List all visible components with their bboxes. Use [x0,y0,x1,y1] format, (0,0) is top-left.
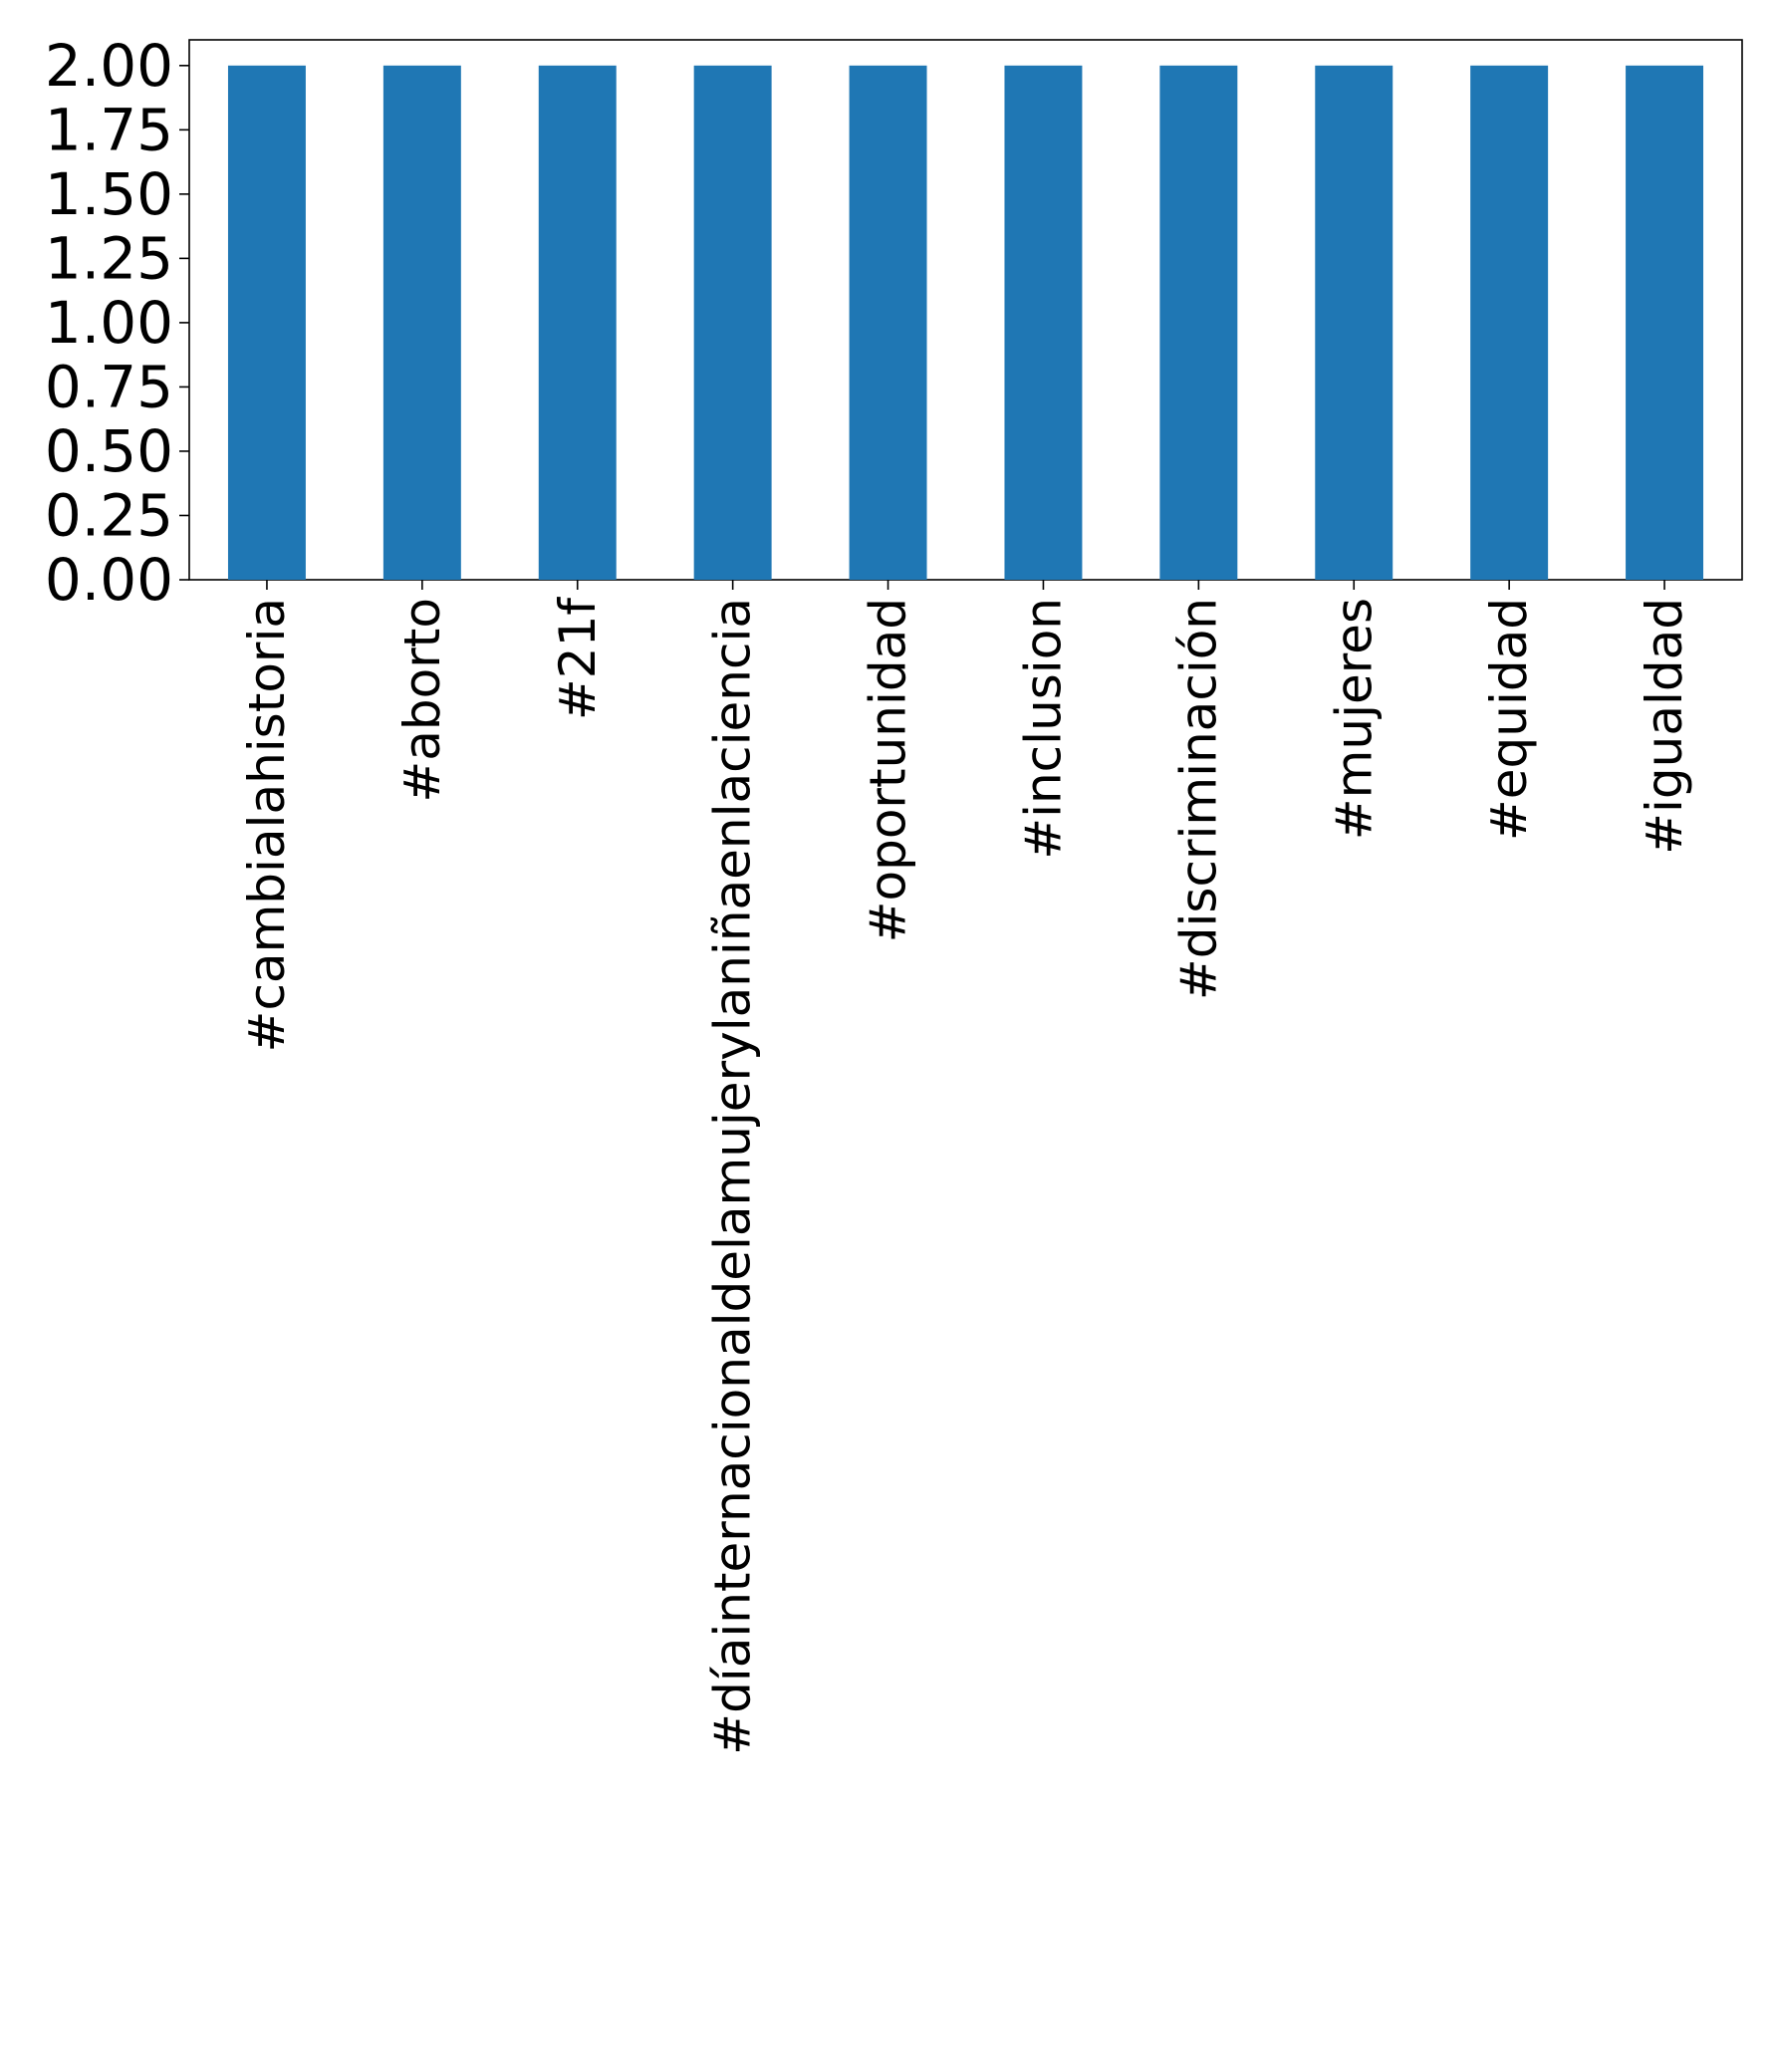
bar-5 [1004,65,1083,580]
x-tick-label-6: #discriminación [1169,598,1227,1000]
y-tick-label-2: 0.50 [45,417,173,485]
x-tick-label-4: #oportunidad [860,598,917,942]
x-tick-label-9: #igualdad [1636,598,1693,855]
x-tick-label-0: #cambialahistoria [238,598,296,1052]
bar-3 [693,65,772,580]
x-axis: #cambialahistoria #aborto #21f #díainternac… [238,580,1693,1755]
x-tick-label-5: #inclusion [1014,598,1072,860]
y-tick-label-7: 1.75 [45,96,173,163]
bar-1 [382,65,461,580]
y-axis: 0.000.250.500.751.001.251.501.752.00 [45,32,189,614]
y-tick-label-6: 1.50 [45,160,173,228]
bar-6 [1159,65,1238,580]
bar-7 [1315,65,1393,580]
x-tick-label-7: #mujeres [1325,598,1383,840]
plot-area [188,39,1743,581]
x-tick-label-8: #equidad [1480,598,1538,841]
bar-series [227,65,1704,580]
bar-0 [227,65,306,580]
bar-9 [1626,65,1704,580]
y-tick-label-4: 1.00 [45,289,173,357]
x-tick-label-2: #21f [549,597,607,721]
y-tick-label-5: 1.25 [45,224,173,292]
bar-2 [538,65,617,580]
bar-8 [1470,65,1549,580]
x-tick-label-1: #aborto [393,598,451,803]
bar-4 [849,65,927,580]
y-tick-label-3: 0.75 [45,353,173,420]
x-tick-label-3: #díainternacionaldelamujerylaniñaenlacie… [704,598,762,1755]
y-tick-label-0: 0.00 [45,546,173,614]
y-tick-label-8: 2.00 [45,32,173,100]
y-tick-label-1: 0.25 [45,481,173,549]
axes-frame [188,39,1743,581]
